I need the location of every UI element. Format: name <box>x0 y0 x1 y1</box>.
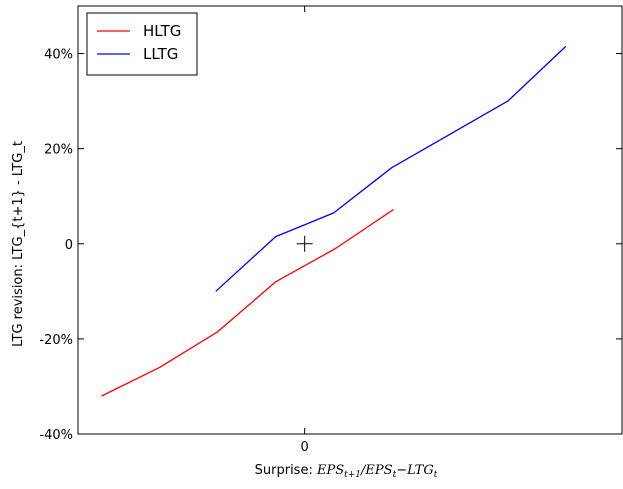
series-lines <box>101 45 567 397</box>
x-tick-label: 0 <box>301 440 309 455</box>
plot-frame <box>77 5 623 435</box>
y-tick-label: -20% <box>39 333 73 348</box>
axis-ticks: -40% -20% 0 20% 40% 0 <box>39 6 622 455</box>
legend-box <box>86 12 198 76</box>
y-tick-label: -40% <box>39 428 73 443</box>
y-tick-label: 20% <box>44 143 73 158</box>
legend-label-hltg: HLTG <box>143 22 181 40</box>
plot-area <box>77 5 623 435</box>
y-tick-label: 40% <box>44 48 73 63</box>
legend: HLTG LLTG <box>86 12 198 76</box>
x-axis-label: Surprise: EPSt+1/EPSt−LTGt <box>255 463 438 480</box>
y-axis-label: LTG revision: LTG_{t+1} - LTG_t <box>11 141 26 347</box>
legend-label-lltg: LLTG <box>143 45 178 63</box>
series-line-lltg <box>215 45 567 292</box>
series-line-hltg <box>101 208 394 397</box>
y-tick-label: 0 <box>65 238 73 253</box>
center-plus-marker <box>296 235 313 252</box>
